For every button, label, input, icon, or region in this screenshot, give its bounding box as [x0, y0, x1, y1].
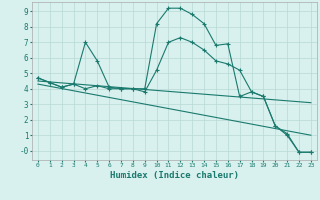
X-axis label: Humidex (Indice chaleur): Humidex (Indice chaleur) [110, 171, 239, 180]
